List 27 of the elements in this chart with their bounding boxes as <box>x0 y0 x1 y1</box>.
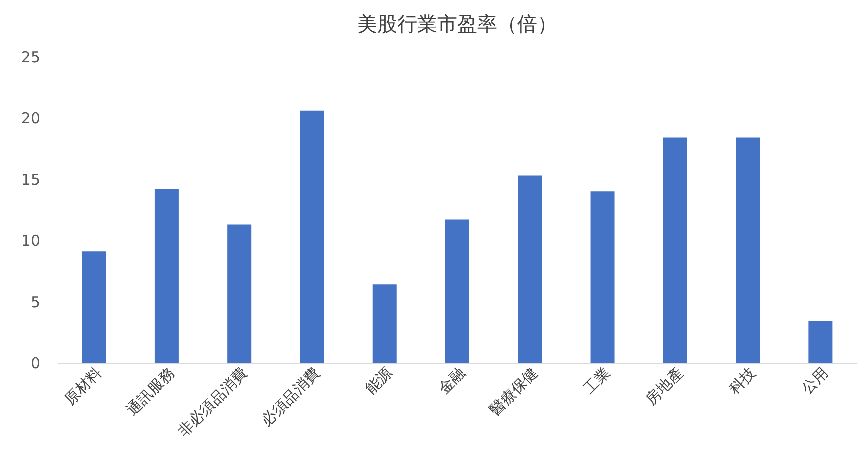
x-tick-label: 原材料 <box>61 364 106 409</box>
x-tick-label: 能源 <box>362 364 396 398</box>
x-tick-label: 醫療保健 <box>486 364 542 420</box>
x-tick-label: 公用 <box>798 364 832 398</box>
y-tick-label: 5 <box>30 293 40 312</box>
x-tick-label: 必須品消費 <box>258 364 324 430</box>
y-tick-label: 25 <box>21 48 40 66</box>
bar <box>590 192 615 363</box>
bar <box>446 220 470 363</box>
y-tick-label: 0 <box>30 354 40 372</box>
bar <box>372 284 397 363</box>
bar <box>82 252 106 363</box>
x-tick-label: 房地產 <box>642 364 687 409</box>
bar <box>663 138 688 363</box>
x-tick-label: 工業 <box>580 364 614 398</box>
bar <box>154 189 179 363</box>
bar <box>808 321 833 363</box>
bar <box>228 224 252 363</box>
x-tick-label: 科技 <box>725 364 760 398</box>
y-tick-label: 15 <box>21 170 40 189</box>
bar <box>518 176 542 363</box>
x-tick-label: 金融 <box>434 364 469 398</box>
y-tick-label: 10 <box>21 232 40 250</box>
chart-title: 美股行業市盈率（倍） <box>358 12 558 36</box>
bar <box>300 110 324 363</box>
bar <box>736 138 760 363</box>
y-tick-label: 20 <box>21 110 40 128</box>
